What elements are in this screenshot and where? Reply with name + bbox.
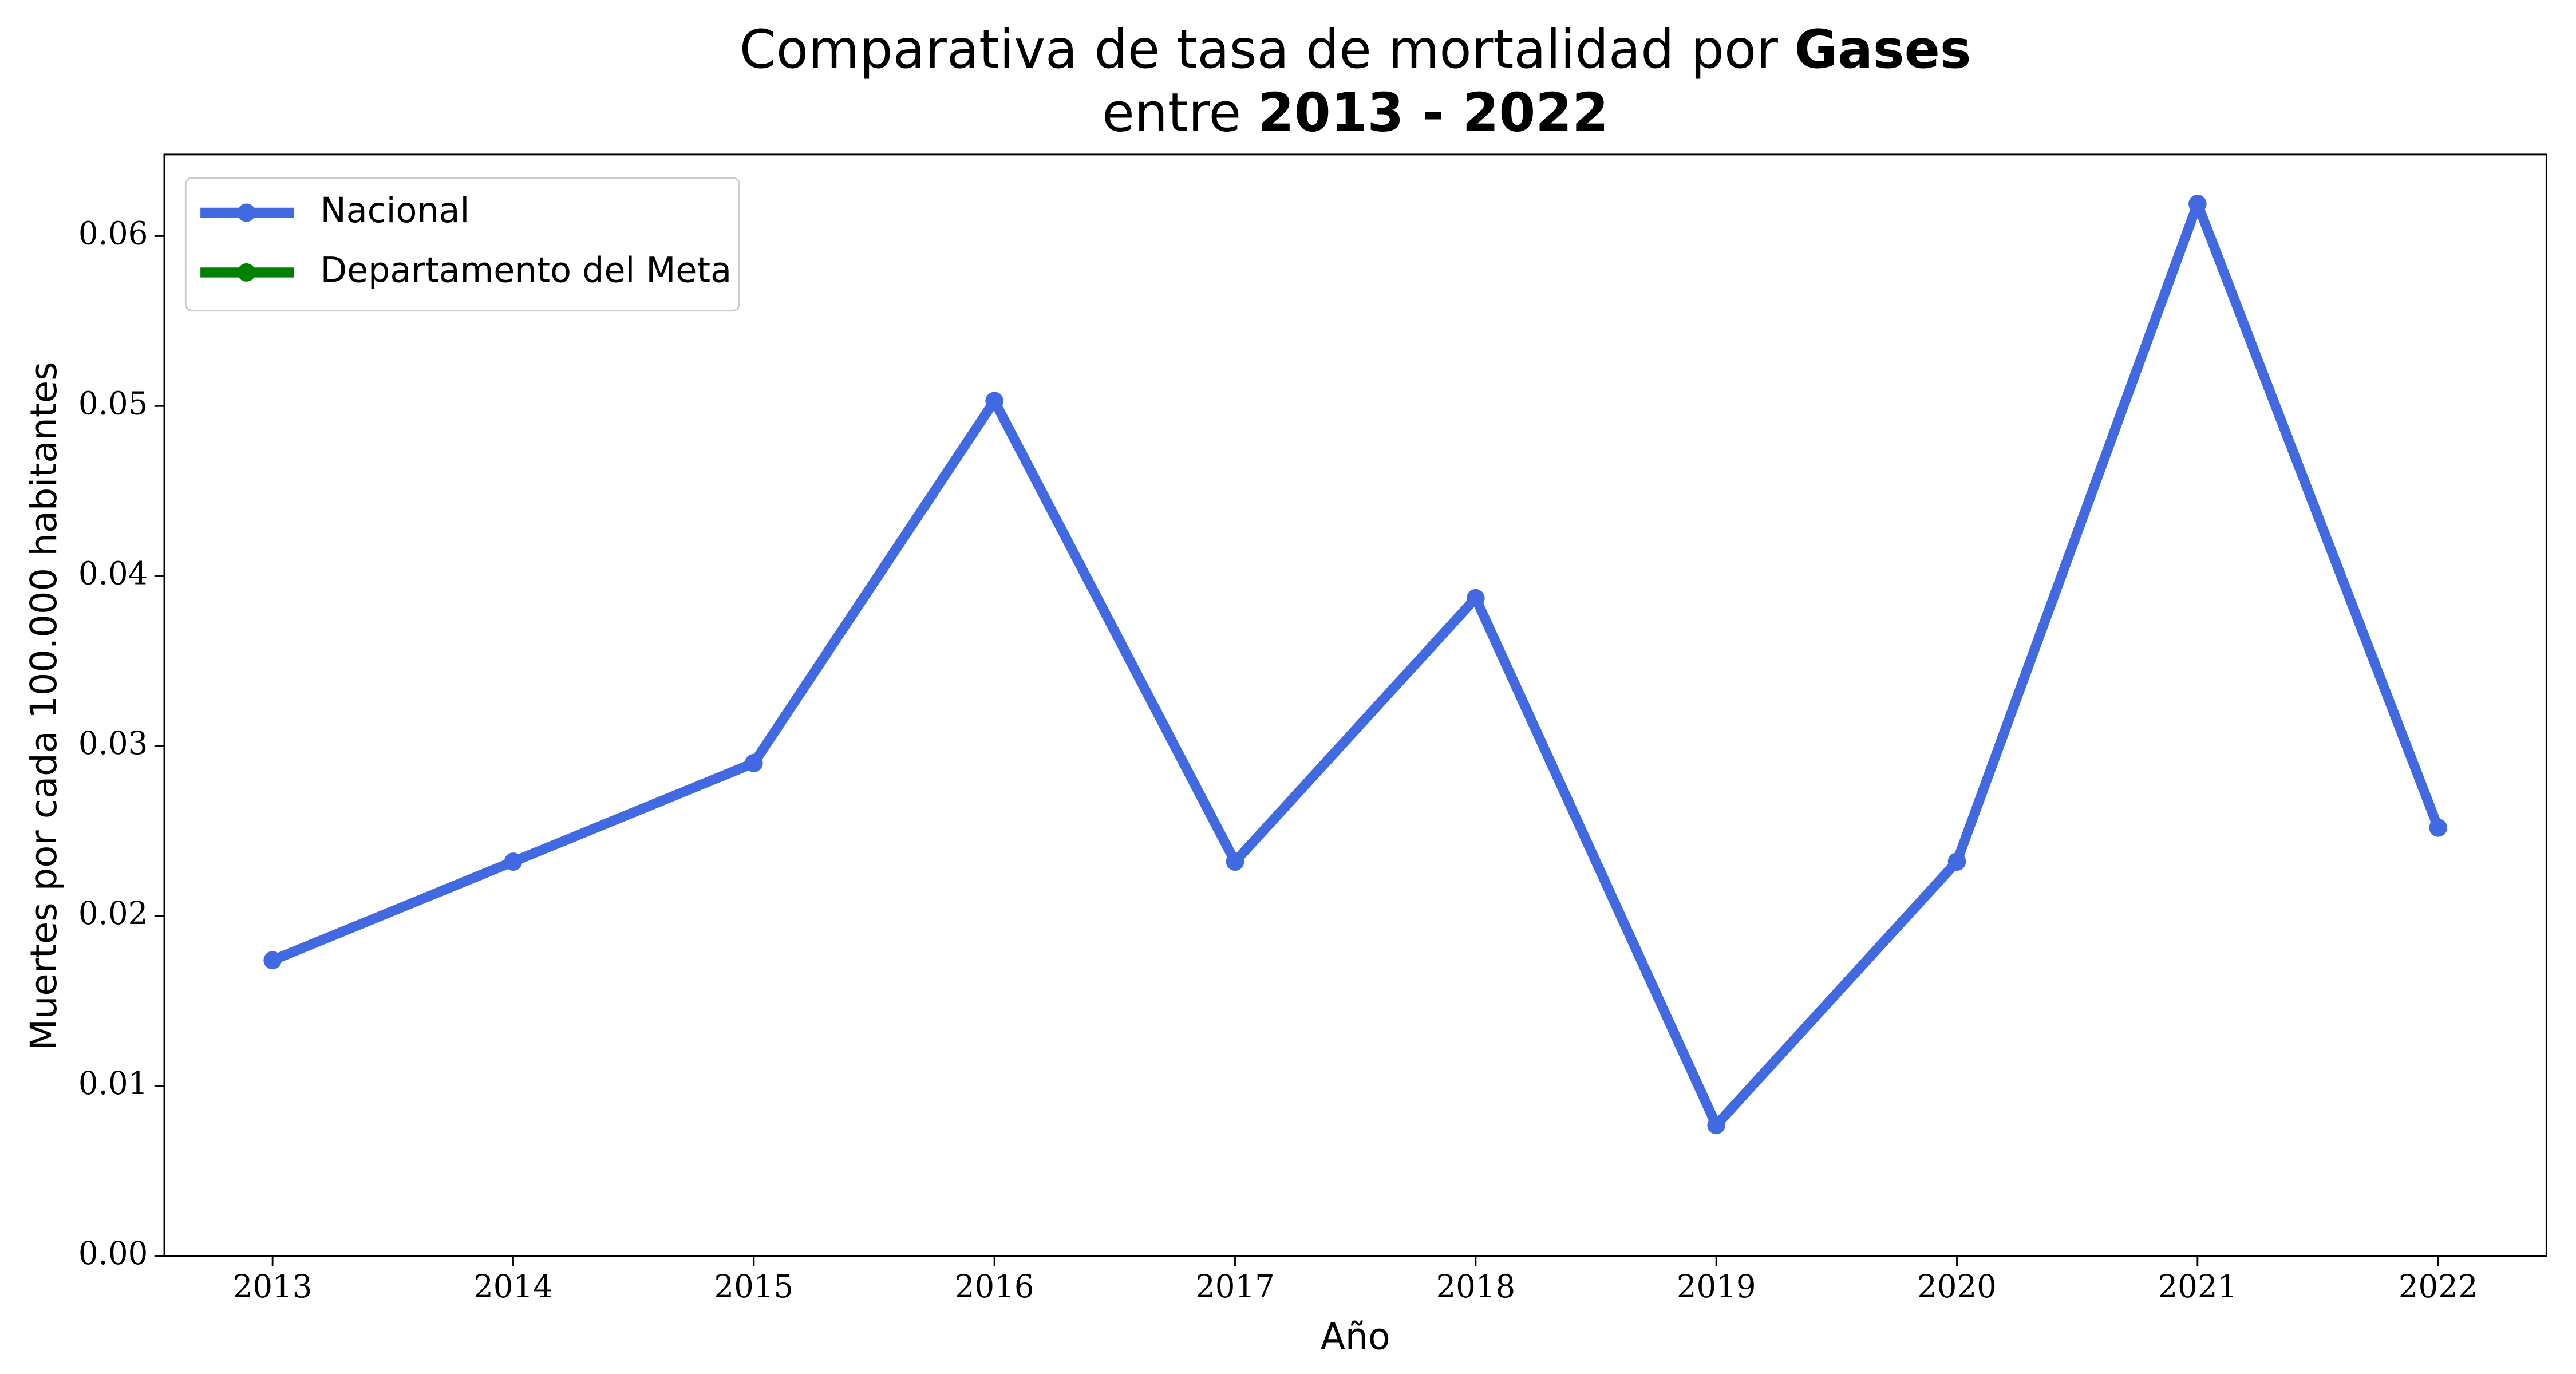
title-text: entre: [1102, 81, 1241, 144]
y-tick-label: 0.04: [78, 555, 148, 591]
title-emphasis: Gases: [1795, 18, 1971, 81]
x-tick-label: 2021: [2158, 1268, 2237, 1305]
x-tick-label: 2015: [714, 1268, 793, 1305]
legend-box: [184, 177, 740, 312]
x-tick-label: 2013: [233, 1268, 313, 1305]
legend-label: Departamento del Meta: [321, 250, 732, 290]
series-point: [2429, 818, 2447, 837]
series-point: [263, 951, 282, 970]
x-tick-label: 2018: [1436, 1268, 1515, 1305]
y-tick-label: 0.05: [78, 385, 148, 421]
series-point: [1467, 589, 1485, 607]
y-tick-label: 0.00: [78, 1235, 148, 1272]
x-tick-label: 2016: [955, 1268, 1034, 1305]
series-point: [1226, 852, 1244, 871]
legend-marker: [237, 263, 256, 282]
series-point: [1707, 1116, 1725, 1135]
plot-frame: [163, 153, 2547, 1257]
x-axis-label: Año: [1321, 1315, 1390, 1357]
legend-marker: [237, 203, 256, 222]
series-point: [985, 392, 1003, 410]
y-tick-label: 0.06: [78, 215, 148, 251]
y-tick-label: 0.01: [78, 1065, 148, 1101]
chart-title: entre 2013 - 2022: [1102, 81, 1609, 144]
title-text: Comparativa de tasa de mortalidad por: [740, 18, 1778, 81]
series-point: [745, 753, 763, 772]
series-point: [2188, 195, 2207, 213]
series-line: [270, 199, 2443, 1131]
chart-title: Comparativa de tasa de mortalidad por Gas…: [740, 18, 1971, 81]
y-axis-label: Muertes por cada 100.000 habitantes: [22, 362, 65, 1051]
y-tick-label: 0.02: [78, 895, 148, 931]
x-tick-label: 2017: [1195, 1268, 1275, 1305]
legend-label: Nacional: [321, 191, 470, 231]
x-tick-label: 2022: [2399, 1268, 2478, 1305]
series-point: [1947, 852, 1966, 871]
x-tick-label: 2020: [1917, 1268, 1997, 1305]
series-point: [504, 852, 523, 871]
y-tick-label: 0.03: [78, 725, 148, 761]
x-tick-label: 2019: [1677, 1268, 1756, 1305]
title-emphasis: 2013 - 2022: [1258, 81, 1609, 144]
x-tick-label: 2014: [473, 1268, 553, 1305]
